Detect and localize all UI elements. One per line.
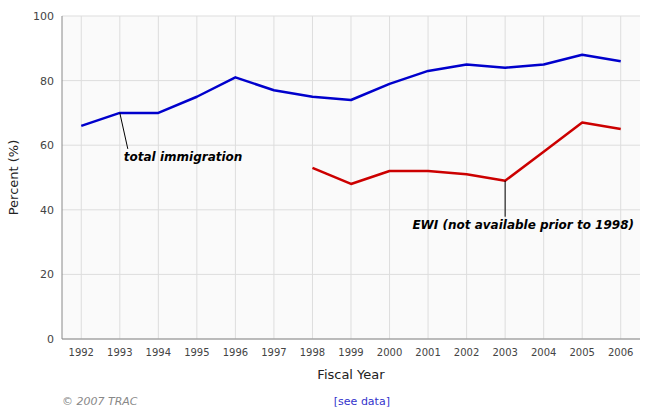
y-tick-label: 60	[40, 139, 54, 152]
x-grid-line	[273, 16, 274, 339]
y-tick-label: 40	[40, 204, 54, 217]
x-tick-label: 2003	[492, 347, 517, 358]
annotations: total immigration EWI (not available prio…	[120, 113, 634, 232]
x-tick-label: 1992	[69, 347, 94, 358]
series-line	[312, 123, 620, 184]
y-axis-line	[62, 16, 63, 339]
y-tick-label: 100	[33, 10, 54, 23]
lines	[81, 55, 620, 184]
x-grid-line	[235, 16, 236, 339]
x-grid-line	[158, 16, 159, 339]
y-tick-label: 20	[40, 268, 54, 281]
x-grid-line	[196, 16, 197, 339]
series-line	[81, 55, 620, 126]
x-grid-line	[620, 16, 621, 339]
grid	[62, 16, 640, 339]
y-axis-label: Percent (%)	[6, 140, 21, 216]
footnote: [see data]	[334, 395, 390, 408]
x-grid-line	[505, 16, 506, 339]
x-grid-line	[351, 16, 352, 339]
annotation-leader	[505, 181, 506, 217]
x-grid-line	[312, 16, 313, 339]
y-tick-label: 80	[40, 75, 54, 88]
x-tick-label: 2006	[608, 347, 633, 358]
x-tick-label: 1994	[146, 347, 171, 358]
x-tick-label: 2001	[415, 347, 440, 358]
x-axis-line	[62, 339, 640, 340]
y-tick-label: 0	[47, 333, 54, 346]
x-tick-label: 1993	[107, 347, 132, 358]
x-axis-label: Fiscal Year	[317, 367, 385, 382]
annotation-text: total immigration	[124, 150, 243, 164]
x-tick-label: 2000	[377, 347, 402, 358]
x-tick-label: 1997	[261, 347, 286, 358]
annotation-text: EWI (not available prior to 1998)	[412, 218, 634, 232]
x-grid-line	[81, 16, 82, 339]
chart: 0 20 40 60 80 100 1992 1993 1994 1995 1996 1997 1998…	[0, 0, 658, 413]
y-grid-line	[62, 339, 640, 340]
x-tick-label: 2002	[454, 347, 479, 358]
x-tick-label: 2005	[569, 347, 594, 358]
x-tick-label: 1999	[338, 347, 363, 358]
x-grid-line	[389, 16, 390, 339]
x-grid-line	[582, 16, 583, 339]
x-grid-line	[428, 16, 429, 339]
annotation-leader	[120, 113, 128, 149]
x-tick-label: 1998	[300, 347, 325, 358]
x-tick-label: 1996	[223, 347, 248, 358]
x-tick-label: 2004	[531, 347, 556, 358]
plot-background	[62, 16, 640, 339]
footnote: © 2007 TRAC	[62, 395, 138, 408]
x-grid-line	[119, 16, 120, 339]
x-tick-label: 1995	[184, 347, 209, 358]
